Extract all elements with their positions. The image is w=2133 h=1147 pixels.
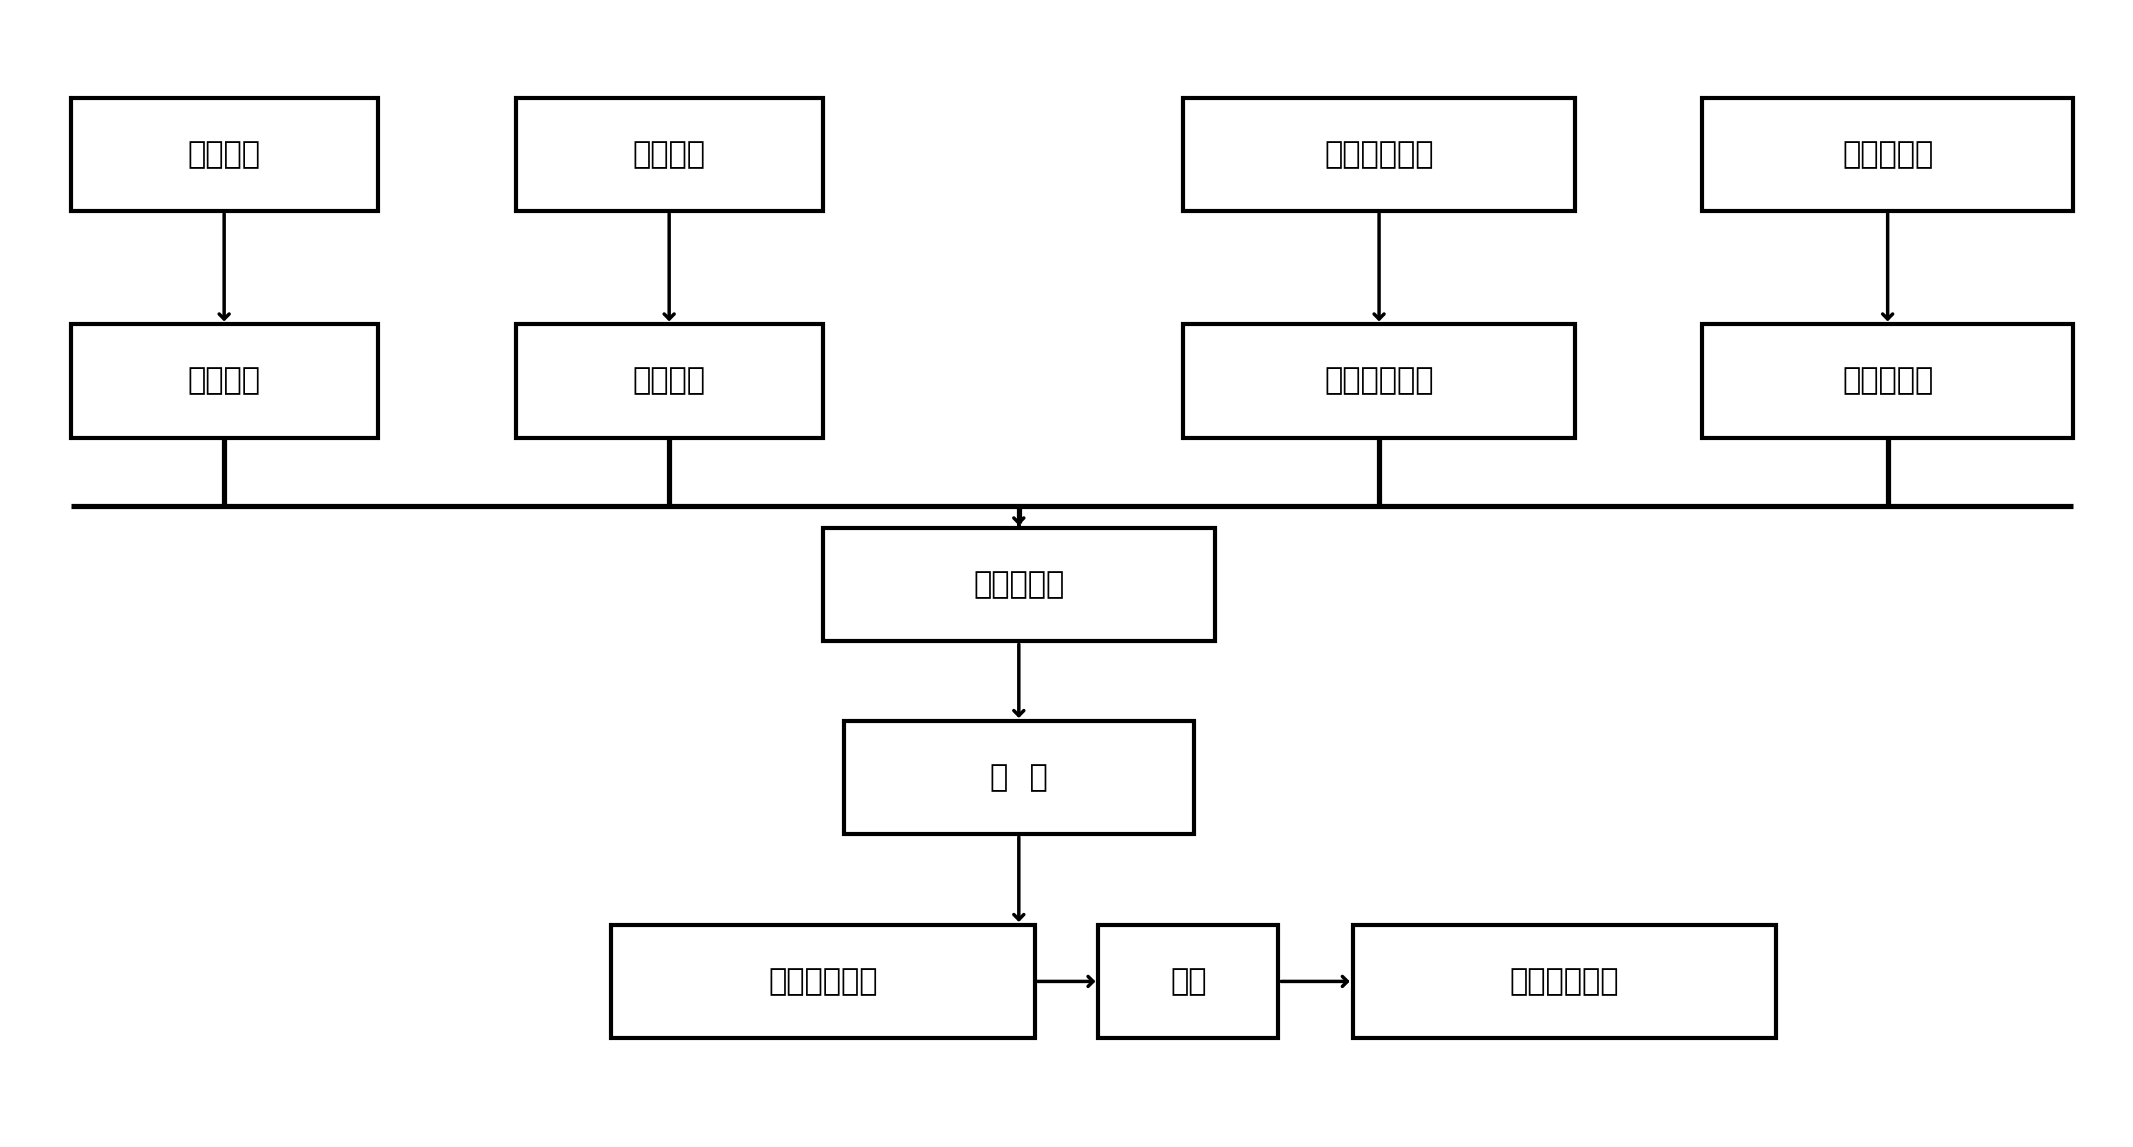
Bar [845, 720, 1194, 834]
Bar [1184, 325, 1574, 437]
Text: 生长液配制: 生长液配制 [1843, 140, 1932, 169]
Bar [1702, 325, 2073, 437]
Text: 籍晶装架: 籍晶装架 [188, 366, 260, 396]
Bar [1702, 97, 2073, 211]
Bar [516, 325, 823, 437]
Text: 升  温: 升 温 [990, 763, 1047, 791]
Text: 去离子水准备: 去离子水准备 [1325, 140, 1433, 169]
Bar [610, 924, 1035, 1038]
Text: 控温培育晶体: 控温培育晶体 [768, 967, 877, 996]
Text: 开釜取出晶体: 开釜取出晶体 [1510, 967, 1619, 996]
Bar [1352, 924, 1777, 1038]
Text: 去离子水入釜: 去离子水入釜 [1325, 366, 1433, 396]
Text: 籍晶准备: 籍晶准备 [188, 140, 260, 169]
Text: 生长液入釜: 生长液入釜 [1843, 366, 1932, 396]
Bar [823, 528, 1216, 641]
Bar [1184, 97, 1574, 211]
Bar [70, 97, 378, 211]
Text: 原料入釜: 原料入釜 [634, 366, 706, 396]
Text: 原料准备: 原料准备 [634, 140, 706, 169]
Bar [1098, 924, 1278, 1038]
Text: 冷却: 冷却 [1171, 967, 1207, 996]
Bar [70, 325, 378, 437]
Text: 密封高压釜: 密封高压釜 [973, 570, 1064, 600]
Bar [516, 97, 823, 211]
